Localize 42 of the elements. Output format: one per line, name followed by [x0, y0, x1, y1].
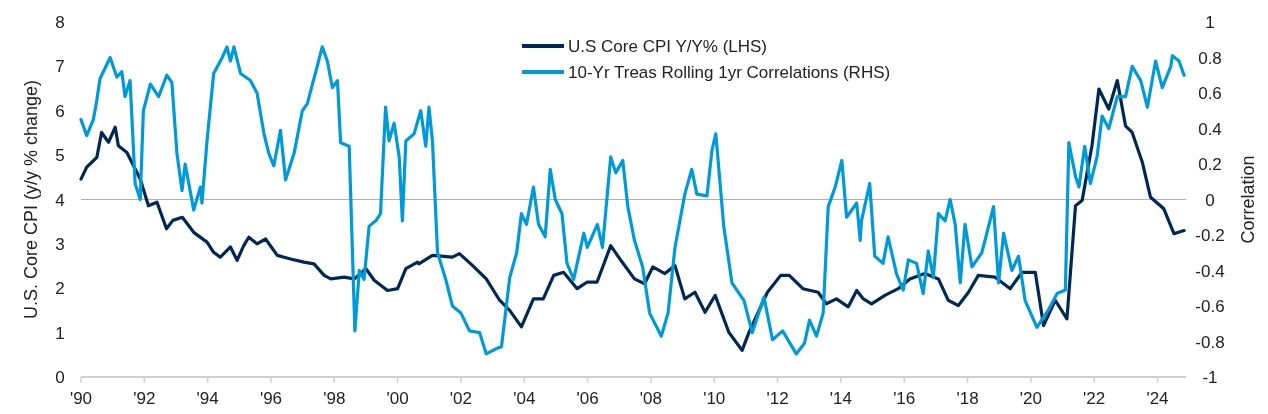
y2-tick-label: 0.2	[1198, 155, 1222, 174]
y-tick-label: 8	[55, 13, 65, 32]
y-tick-label: 2	[55, 279, 65, 299]
y-tick-label: 4	[55, 190, 65, 210]
x-tick-label: '02	[449, 389, 473, 408]
y2-tick-label: 0.4	[1198, 119, 1222, 139]
x-tick-label: '94	[196, 389, 219, 408]
x-tick-label: '00	[386, 389, 409, 408]
y2-tick-label: -0.6	[1195, 297, 1225, 316]
x-tick-label: '12	[766, 389, 789, 408]
y-axis-title: U.S. Core CPI (y/y % change)	[21, 79, 41, 320]
x-tick-label: '18	[956, 389, 979, 408]
x-tick-label: '22	[1083, 389, 1106, 408]
y2-tick-label: 1	[1205, 13, 1215, 32]
y-tick-label: 0	[55, 368, 65, 387]
x-tick-label: '14	[829, 389, 852, 408]
y2-tick-label: -0.4	[1195, 261, 1225, 281]
y-tick-label: 3	[55, 234, 65, 254]
y-tick-label: 6	[55, 101, 65, 121]
y-tick-label: 5	[55, 146, 65, 166]
x-tick-label: '04	[513, 389, 536, 408]
x-tick-label: '16	[893, 389, 916, 408]
y2-tick-label: -0.2	[1195, 226, 1225, 245]
y2-tick-label: -1	[1202, 368, 1218, 387]
y2-tick-label: 0.8	[1198, 48, 1222, 68]
y-tick-label: 7	[55, 57, 65, 77]
y2-tick-label: 0.6	[1198, 84, 1222, 103]
x-tick-label: '20	[1019, 389, 1042, 408]
x-tick-label: '96	[259, 389, 283, 408]
y2-tick-label: 0	[1205, 190, 1215, 210]
x-tick-label: '92	[133, 389, 156, 408]
legend-label: 10-Yr Treas Rolling 1yr Correlations (RHS)	[568, 63, 891, 82]
x-tick-label: '08	[639, 389, 662, 408]
x-tick-label: '10	[703, 389, 726, 408]
y2-tick-label: -0.8	[1195, 332, 1225, 352]
y2-axis-title: Correlation	[1238, 155, 1258, 244]
x-tick-label: '24	[1146, 389, 1169, 408]
x-tick-label: '90	[69, 389, 93, 408]
x-tick-label: '98	[323, 389, 346, 408]
x-tick-label: '06	[576, 389, 599, 408]
legend-label: U.S Core CPI Y/Y% (LHS)	[568, 37, 768, 56]
y-tick-label: 1	[55, 323, 65, 343]
